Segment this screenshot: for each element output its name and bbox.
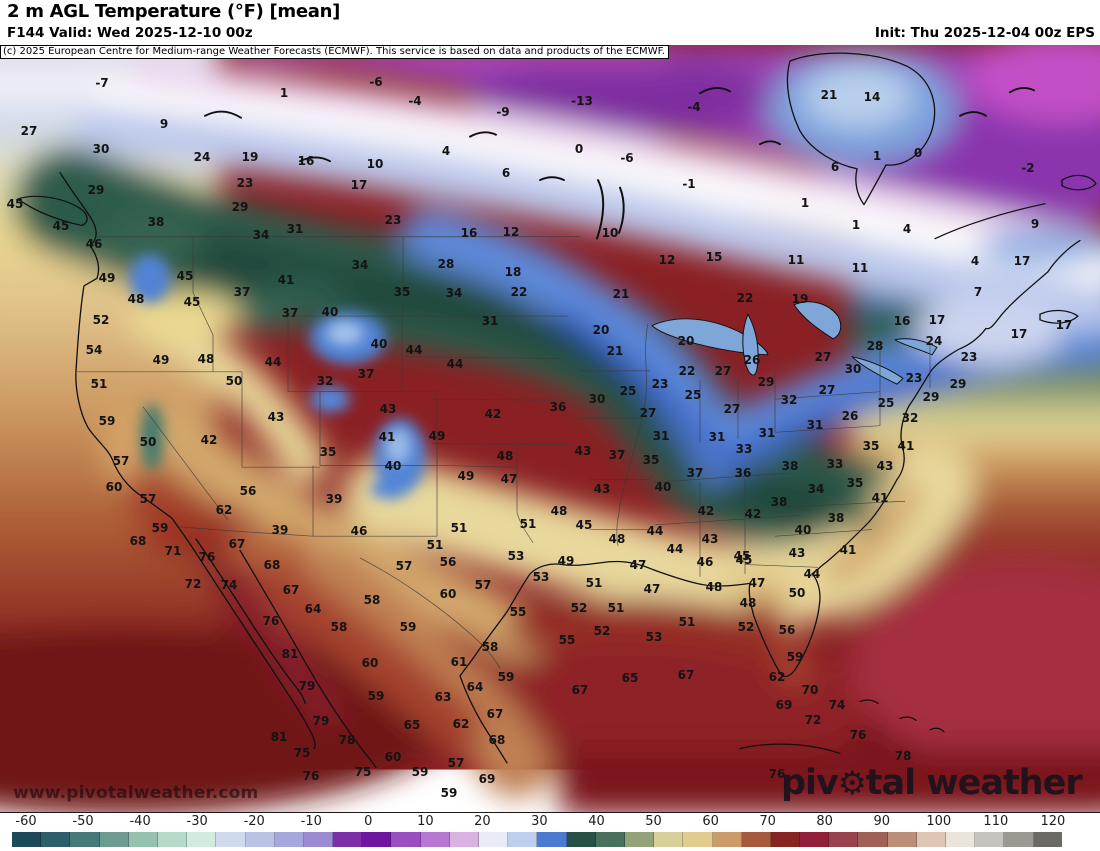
colorbar-tick: 100: [926, 814, 952, 829]
colorbar-segment: [887, 832, 917, 847]
colorbar-segment: [624, 832, 655, 847]
valid-time-label: F144 Valid: Wed 2025-12-10 00z: [7, 25, 253, 41]
colorbar-tick: -20: [243, 814, 265, 829]
colorbar-segment: [508, 832, 538, 847]
colorbar-segment: [770, 832, 801, 847]
colorbar-tick: 10: [417, 814, 434, 829]
colorbar-segment: [420, 832, 450, 847]
colorbar-tick: -10: [300, 814, 322, 829]
colorbar-tick: 70: [759, 814, 776, 829]
init-time-label: Init: Thu 2025-12-04 00z EPS: [874, 25, 1095, 41]
colorbar-segment: [245, 832, 275, 847]
pivotal-weather-logo: piv⚙tal weather: [781, 763, 1083, 803]
colorbar-panel: -60 -50 -40 -30 -20 -10 0 10 20 30 40 50 60 70 80 90 100…: [0, 812, 1100, 851]
colorbar-segment: [741, 832, 771, 847]
colorbar-tick: 110: [983, 814, 1009, 829]
colorbar-tick: 80: [816, 814, 833, 829]
colorbar-tick: -40: [129, 814, 151, 829]
colorbar-segment: [946, 832, 976, 847]
colorbar-segment: [70, 832, 100, 847]
colorbar-tick: 120: [1040, 814, 1066, 829]
colorbar-tick: -30: [186, 814, 208, 829]
colorbar-ticks: -60 -50 -40 -30 -20 -10 0 10 20 30 40 50 60 70 80 90 100…: [0, 814, 1100, 831]
colorbar-segment: [1033, 832, 1062, 847]
colorbar-segment: [1004, 832, 1034, 847]
logo-text-suffix: tal weather: [865, 763, 1083, 803]
colorbar-segment: [333, 832, 363, 847]
colorbar-tick: 40: [588, 814, 605, 829]
colorbar-segment: [99, 832, 129, 847]
colorbar-tick: -60: [15, 814, 37, 829]
colorbar-segment: [595, 832, 625, 847]
colorbar-segment: [12, 832, 42, 847]
colorbar-segment: [683, 832, 713, 847]
colorbar-segment: [187, 832, 217, 847]
colorbar-segment: [712, 832, 742, 847]
colorbar-segment: [566, 832, 596, 847]
colorbar: [12, 832, 1062, 847]
colorbar-segment: [157, 832, 188, 847]
colorbar-segment: [829, 832, 859, 847]
colorbar-segment: [128, 832, 158, 847]
colorbar-segment: [449, 832, 479, 847]
colorbar-segment: [858, 832, 888, 847]
colorbar-segment: [800, 832, 830, 847]
colorbar-tick: 0: [364, 814, 373, 829]
colorbar-segment: [274, 832, 304, 847]
gear-icon: ⚙: [837, 764, 867, 802]
logo-text-prefix: piv: [781, 763, 839, 803]
colorbar-segment: [362, 832, 392, 847]
colorbar-segment: [537, 832, 567, 847]
colorbar-segment: [654, 832, 684, 847]
colorbar-tick: 90: [873, 814, 891, 829]
colorbar-segment: [916, 832, 946, 847]
map-canvas: [0, 45, 1100, 812]
colorbar-segment: [975, 832, 1005, 847]
colorbar-segment: [41, 832, 71, 847]
colorbar-tick: 30: [531, 814, 548, 829]
header: 2 m AGL Temperature (°F) [mean] F144 Val…: [0, 0, 1100, 45]
page-title: 2 m AGL Temperature (°F) [mean]: [7, 1, 341, 22]
map-area: [0, 45, 1100, 812]
colorbar-segment: [216, 832, 246, 847]
colorbar-segment: [479, 832, 509, 847]
colorbar-segment: [391, 832, 421, 847]
watermark: www.pivotalweather.com: [13, 783, 259, 803]
copyright-bar: (c) 2025 European Centre for Medium-rang…: [0, 45, 669, 59]
colorbar-tick: -50: [72, 814, 94, 829]
colorbar-tick: 20: [474, 814, 491, 829]
colorbar-segment: [303, 832, 334, 847]
colorbar-tick: 50: [645, 814, 662, 829]
colorbar-tick: 60: [702, 814, 719, 829]
